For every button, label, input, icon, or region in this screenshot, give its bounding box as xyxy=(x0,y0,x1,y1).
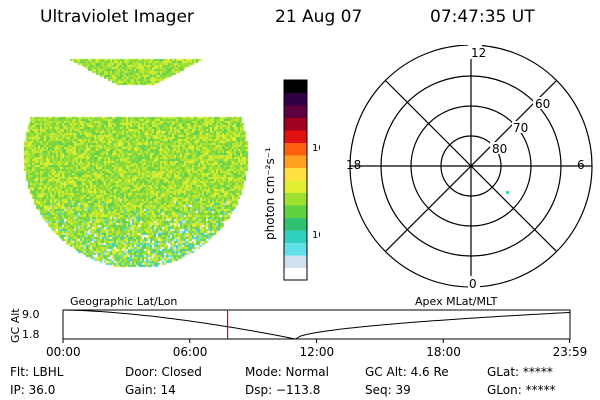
polar-plot: 12 0 18 6 60 70 80 xyxy=(346,45,593,291)
colorbar-segment xyxy=(284,130,307,143)
mlat-label-60: 60 xyxy=(535,97,550,111)
colorbar-segment xyxy=(284,155,307,168)
timeline-left-label: Geographic Lat/Lon xyxy=(70,295,178,308)
observation-time: 07:47:35 UT xyxy=(430,7,535,27)
timeline-y-max: 9.0 xyxy=(22,308,40,321)
timeline-tick-label: 12:00 xyxy=(300,345,335,359)
mlt-label-0: 0 xyxy=(469,277,477,291)
timeline-y-min: 1.8 xyxy=(22,328,40,341)
colorbar-segment xyxy=(284,267,307,281)
uv-image xyxy=(20,55,250,285)
colorbar-tick-100: 100 xyxy=(312,143,320,154)
glat-value: GLat: ***** xyxy=(487,365,553,379)
mlt-label-6: 6 xyxy=(577,158,585,172)
colorbar-segment xyxy=(284,230,307,243)
colorbar-segment xyxy=(284,167,307,181)
colorbar-segment xyxy=(284,192,307,206)
colorbar-segment xyxy=(284,142,307,156)
timeline-tick-label: 00:00 xyxy=(46,345,81,359)
colorbar-segment xyxy=(284,205,307,218)
timeline-tick-label: 23:59 xyxy=(553,345,588,359)
seq-value: Seq: 39 xyxy=(365,383,411,397)
timeline-plot: GC Alt 9.0 1.8 00:00 06:00 12:00 18:00 23:59 xyxy=(9,308,588,359)
dsp-value: Dsp: −113.8 xyxy=(245,383,321,397)
colorbar-segment xyxy=(284,105,307,118)
instrument-title: Ultraviolet Imager xyxy=(40,7,194,27)
polar-data-point xyxy=(506,191,509,194)
door-status: Door: Closed xyxy=(125,365,202,379)
colorbar-segment xyxy=(284,180,307,193)
mlt-label-18: 18 xyxy=(346,158,361,172)
colorbar-segment xyxy=(284,80,307,93)
mode-value: Mode: Normal xyxy=(245,365,329,379)
colorbar-strip xyxy=(284,80,307,281)
gc-alt-value: GC Alt: 4.6 Re xyxy=(365,365,449,379)
timeline-tick-label: 06:00 xyxy=(173,345,208,359)
colorbar-segment xyxy=(284,217,307,231)
timeline-y-axis-label: GC Alt xyxy=(9,308,22,343)
filter-value: Flt: LBHL xyxy=(10,365,64,379)
observation-date: 21 Aug 07 xyxy=(275,7,363,27)
altitude-curve xyxy=(62,309,571,340)
colorbar-label: photon cm⁻²s⁻¹ xyxy=(263,147,277,240)
mlat-label-70: 70 xyxy=(513,121,528,135)
colorbar-segment xyxy=(284,117,307,131)
ip-value: IP: 36.0 xyxy=(10,383,56,397)
colorbar-segment xyxy=(284,255,307,268)
mlat-label-80: 80 xyxy=(492,142,507,156)
colorbar-tick-10: 10 xyxy=(312,230,320,241)
polar-diagonal-2 xyxy=(384,79,558,253)
colorbar-segment xyxy=(284,92,307,106)
mlt-label-12: 12 xyxy=(471,46,486,60)
colorbar: 100 10 photon cm⁻²s⁻¹ xyxy=(263,79,320,281)
glon-value: GLon: ***** xyxy=(487,383,556,397)
timeline-right-label: Apex MLat/MLT xyxy=(415,295,498,308)
colorbar-segment xyxy=(284,242,307,256)
timeline-tick-label: 18:00 xyxy=(426,345,461,359)
gain-value: Gain: 14 xyxy=(125,383,176,397)
